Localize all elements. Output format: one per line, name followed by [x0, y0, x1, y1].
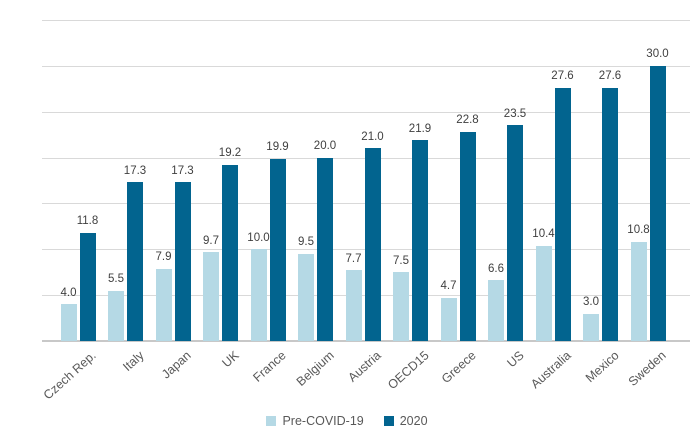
value-label: 11.8	[76, 215, 99, 228]
value-label: 19.9	[266, 141, 289, 153]
legend-item-pre-covid: Pre-COVID-19	[266, 413, 364, 428]
bar-group-oecd15: 7.5 21.9	[393, 123, 431, 341]
value-label: 20.0	[313, 140, 337, 153]
value-label: 9.5	[298, 236, 314, 249]
bar-pre-covid-19: 4.7	[440, 281, 457, 341]
value-label: 5.5	[108, 273, 124, 286]
bar-pre-covid-19: 9.5	[298, 237, 314, 341]
value-label: 9.7	[203, 234, 219, 247]
value-label: 30.0	[646, 48, 669, 61]
bar-group-italy: 5.5 17.3	[108, 165, 146, 341]
bar-2020: 17.3	[124, 165, 146, 341]
legend: Pre-COVID-19 2020	[0, 413, 694, 428]
bar-pre-covid-19: 9.7	[203, 235, 219, 341]
bar-pre-covid-19: 4.0	[60, 287, 77, 341]
value-label: 27.6	[551, 70, 574, 83]
value-label: 7.7	[345, 252, 362, 265]
bar-pre-covid-19: 7.5	[393, 255, 409, 341]
value-label: 10.4	[532, 228, 555, 241]
bar-pre-covid-19: 5.5	[108, 274, 124, 341]
bar-group-sweden: 10.8 30.0	[627, 49, 669, 341]
value-label: 21.0	[361, 130, 384, 143]
value-label: 23.5	[503, 107, 527, 120]
legend-label-2020: 2020	[399, 413, 428, 428]
bar-pre-covid-19: 7.7	[345, 253, 362, 341]
bar-2020: 27.6	[599, 71, 621, 341]
bar-group-uk: 9.7 19.2	[203, 148, 241, 341]
bar-group-australia: 10.4 27.6	[532, 71, 574, 341]
value-label: 7.9	[155, 251, 172, 264]
bar-2020: 19.2	[219, 148, 241, 341]
value-label: 10.8	[627, 224, 650, 237]
bar-group-france: 10.0 19.9	[247, 141, 289, 341]
legend-swatch-pre-covid	[266, 415, 277, 426]
plot-area: 4.0 11.8 5.5 17.3 7.9 17.3 9.7 19.2 10.0 19.9 9.5 2…	[42, 20, 690, 342]
bar-group-us: 6.6 23.5	[488, 108, 526, 341]
bar-2020: 27.6	[551, 71, 574, 341]
value-label: 10.0	[247, 231, 270, 244]
value-label: 17.3	[171, 164, 194, 177]
bar-2020: 23.5	[504, 108, 526, 341]
bar-2020: 19.9	[266, 141, 289, 341]
bar-group-belgium: 9.5 20.0	[298, 141, 336, 341]
value-label: 3.0	[583, 296, 599, 308]
value-label: 22.8	[456, 114, 479, 127]
bar-2020: 21.9	[409, 123, 431, 341]
value-label: 19.2	[218, 147, 242, 160]
bar-pre-covid-19: 10.8	[627, 225, 650, 341]
value-label: 7.5	[393, 254, 409, 267]
gridline-y-35	[42, 20, 690, 21]
bar-2020: 30.0	[646, 49, 669, 341]
legend-item-2020: 2020	[383, 413, 428, 428]
gridline-y-25	[42, 111, 690, 113]
gridline-y-30	[42, 65, 690, 67]
bar-group-japan: 7.9 17.3	[155, 165, 194, 341]
bar-2020: 11.8	[77, 216, 98, 341]
bar-2020: 21.0	[361, 131, 384, 341]
bar-group-greece: 4.7 22.8	[440, 115, 479, 341]
value-label: 4.0	[60, 286, 77, 299]
legend-swatch-2020	[383, 415, 394, 426]
bar-pre-covid-19: 10.4	[532, 229, 555, 341]
bar-pre-covid-19: 6.6	[488, 263, 504, 341]
bar-group-austria: 7.7 21.0	[345, 131, 384, 341]
value-label: 4.7	[440, 280, 457, 293]
value-label: 21.9	[408, 122, 432, 135]
value-label: 27.6	[598, 70, 622, 83]
bar-pre-covid-19: 7.9	[155, 252, 172, 341]
legend-label-pre-covid: Pre-COVID-19	[282, 413, 364, 428]
bar-2020: 20.0	[314, 141, 336, 341]
bar-group-mexico: 3.0 27.6	[583, 71, 621, 341]
bar-pre-covid-19: 3.0	[583, 296, 599, 341]
bar-pre-covid-19: 10.0	[247, 232, 270, 341]
bar-group-czech-rep-: 4.0 11.8	[60, 216, 98, 341]
bar-2020: 22.8	[456, 115, 479, 341]
bar-2020: 17.3	[171, 165, 194, 341]
x-axis-baseline	[42, 340, 690, 342]
value-label: 17.3	[123, 164, 147, 177]
value-label: 6.6	[488, 262, 504, 275]
